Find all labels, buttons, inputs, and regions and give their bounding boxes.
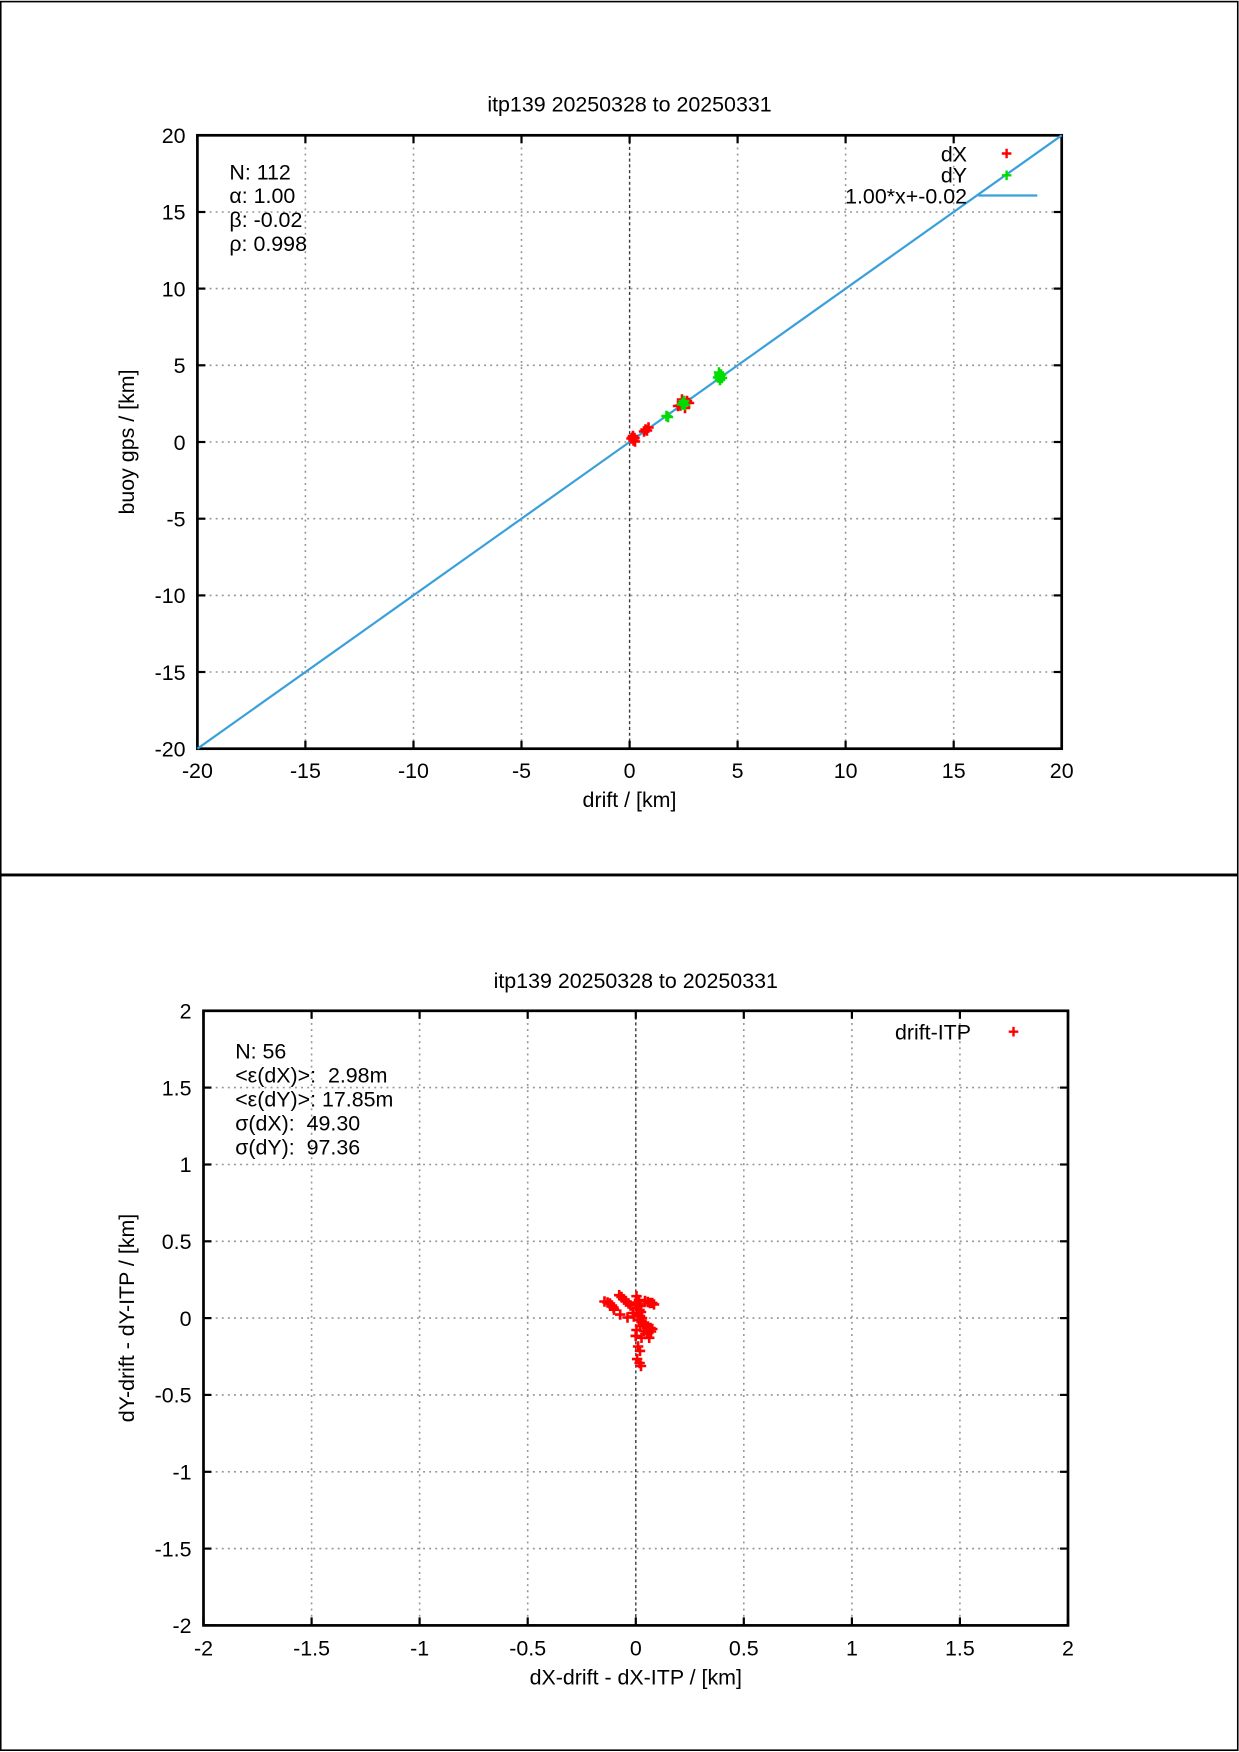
svg-text:5: 5: [174, 354, 186, 378]
svg-text:-1.5: -1.5: [293, 1636, 330, 1660]
svg-text:1.5: 1.5: [945, 1636, 975, 1660]
svg-text:-2: -2: [172, 1614, 191, 1638]
svg-text:0: 0: [180, 1307, 192, 1331]
svg-text:ρ: 0.998: ρ: 0.998: [229, 232, 307, 256]
svg-text:2: 2: [180, 1000, 192, 1024]
svg-text:10: 10: [162, 277, 186, 301]
svg-text:-20: -20: [155, 738, 186, 762]
svg-text:20: 20: [162, 124, 186, 148]
svg-text:0: 0: [174, 431, 186, 455]
svg-text:10: 10: [834, 759, 858, 783]
svg-text:<ε(dY)>: 17.85m: <ε(dY)>: 17.85m: [235, 1088, 393, 1112]
svg-text:1: 1: [180, 1153, 192, 1177]
svg-text:-1: -1: [410, 1636, 429, 1660]
svg-text:-20: -20: [182, 759, 213, 783]
svg-text:dY: dY: [941, 164, 967, 188]
svg-text:15: 15: [942, 759, 966, 783]
svg-text:dX-drift - dX-ITP / [km]: dX-drift - dX-ITP / [km]: [530, 1666, 742, 1690]
svg-text:N: 56: N: 56: [235, 1040, 286, 1064]
svg-text:β: -0.02: β: -0.02: [229, 208, 302, 232]
svg-text:15: 15: [162, 201, 186, 225]
svg-text:dX: dX: [941, 142, 967, 166]
svg-text:20: 20: [1050, 759, 1074, 783]
svg-text:-15: -15: [155, 661, 186, 685]
svg-text:buoy gps / [km]: buoy gps / [km]: [115, 369, 139, 514]
svg-text:0.5: 0.5: [729, 1636, 759, 1660]
svg-text:-0.5: -0.5: [155, 1384, 192, 1408]
svg-text:drift-ITP: drift-ITP: [895, 1021, 971, 1045]
svg-text:1.00*x+-0.02: 1.00*x+-0.02: [845, 184, 967, 208]
svg-text:-15: -15: [290, 759, 321, 783]
svg-text:<ε(dX)>: 2.98m: <ε(dX)>: 2.98m: [235, 1064, 387, 1088]
svg-text:0: 0: [630, 1636, 642, 1660]
svg-text:-10: -10: [398, 759, 429, 783]
svg-text:itp139 20250328 to 20250331: itp139 20250328 to 20250331: [487, 93, 771, 117]
svg-text:2: 2: [1062, 1636, 1074, 1660]
svg-text:σ(dX): 49.30: σ(dX): 49.30: [235, 1112, 360, 1136]
svg-text:dY-drift - dY-ITP / [km]: dY-drift - dY-ITP / [km]: [115, 1214, 139, 1422]
svg-text:1: 1: [846, 1636, 858, 1660]
svg-text:N: 112: N: 112: [229, 160, 290, 184]
svg-text:-2: -2: [194, 1636, 213, 1660]
svg-text:0: 0: [624, 759, 636, 783]
svg-text:drift / [km]: drift / [km]: [583, 788, 677, 812]
svg-text:-5: -5: [166, 507, 185, 531]
svg-text:0.5: 0.5: [162, 1230, 192, 1254]
svg-text:-1.5: -1.5: [155, 1537, 192, 1561]
svg-text:α: 1.00: α: 1.00: [229, 184, 295, 208]
svg-text:-5: -5: [512, 759, 531, 783]
svg-text:itp139 20250328 to 20250331: itp139 20250328 to 20250331: [494, 969, 778, 993]
svg-text:σ(dY): 97.36: σ(dY): 97.36: [235, 1136, 360, 1160]
svg-text:1.5: 1.5: [162, 1076, 192, 1100]
svg-text:-1: -1: [172, 1461, 191, 1485]
svg-text:-10: -10: [155, 584, 186, 608]
svg-text:5: 5: [732, 759, 744, 783]
svg-text:-0.5: -0.5: [509, 1636, 546, 1660]
